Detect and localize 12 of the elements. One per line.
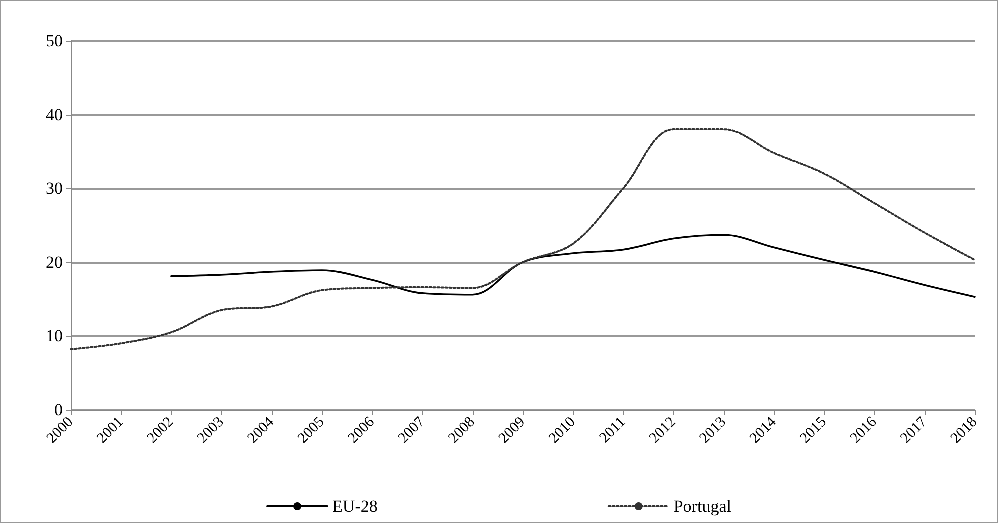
y-tick-label: 40 bbox=[46, 105, 63, 124]
y-tick-label: 10 bbox=[46, 326, 63, 346]
legend-label: EU-28 bbox=[332, 497, 378, 516]
x-tick-label: 2011 bbox=[596, 414, 630, 446]
line-series bbox=[70, 128, 976, 350]
y-tick-label: 20 bbox=[46, 252, 63, 272]
y-tick-label: 50 bbox=[46, 32, 63, 50]
legend-label: Portugal bbox=[674, 497, 732, 516]
y-tick-label: 0 bbox=[54, 400, 63, 420]
x-tick-label: 2001 bbox=[94, 414, 127, 447]
y-tick-label: 30 bbox=[46, 179, 63, 198]
line-series bbox=[170, 234, 976, 298]
